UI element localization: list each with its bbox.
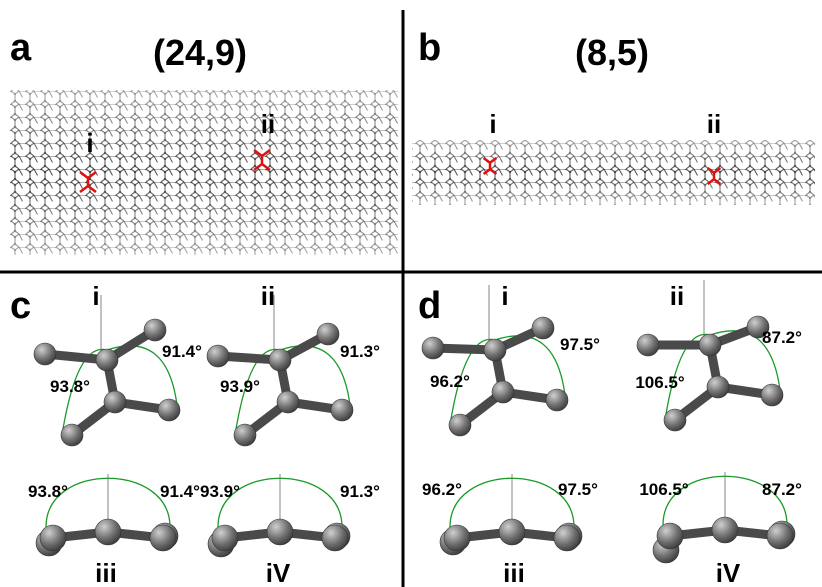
atom [664,409,686,431]
atom [707,376,729,398]
view-label: ii [261,281,275,311]
angle-label: 93.9° [220,377,260,396]
atom [767,523,793,549]
atom [234,424,256,446]
view-label: iii [503,558,525,587]
panel-label: b [418,27,441,69]
angle-label: 97.5° [560,335,600,354]
atom [331,399,353,421]
site-label: i [86,128,93,158]
angle-label: 96.2° [430,372,470,391]
atom [712,517,738,543]
atom [532,317,554,339]
site-label: ii [707,109,721,139]
tube-b [412,140,815,205]
angle-label: 93.8° [28,482,68,501]
angle-label: 91.4° [160,482,200,501]
atom [449,414,471,436]
angle-label: 106.5° [635,373,685,392]
atom [317,323,339,345]
view-label: i [501,281,508,311]
angle-label: 91.4° [162,342,202,361]
site-label: ii [261,109,275,139]
atom [277,391,299,413]
atom [554,525,580,551]
atom [267,519,293,545]
atom [444,525,470,551]
angle-label: 93.8° [50,377,90,396]
atom [158,399,180,421]
angle-label: 91.3° [340,342,380,361]
angle-label: 87.2° [762,328,802,347]
panel-label: a [10,27,32,69]
view-label: i [92,281,99,311]
angle-label: 87.2° [762,480,802,499]
view-label: iV [266,558,291,587]
view-label: ii [670,281,684,311]
angle-label: 97.5° [558,480,598,499]
atom [422,337,444,359]
atom [637,334,659,356]
atom [212,525,238,551]
atom [34,343,56,365]
atom [484,339,506,361]
angle-label: 106.5° [639,480,689,499]
angle-label: 96.2° [422,480,462,499]
tube-a [10,90,398,255]
atom [269,349,291,371]
site-label: i [489,109,496,139]
view-label: iV [716,558,741,587]
panel-title: (24,9) [153,32,247,73]
atom [657,523,683,549]
atom [499,519,525,545]
atom [492,381,514,403]
atom [150,525,176,551]
view-label: iii [95,558,117,587]
panel-label: c [10,285,31,327]
atom [207,345,229,367]
panel-title: (8,5) [575,32,649,73]
atom [61,424,83,446]
atom [40,525,66,551]
panel-label: d [418,285,441,327]
atom [144,319,166,341]
atom [104,391,126,413]
molecules [34,280,795,563]
angle-label: 91.3° [340,482,380,501]
atom [322,525,348,551]
atom [761,384,783,406]
angle-label: 93.9° [200,482,240,501]
atom [546,389,568,411]
atom [96,349,118,371]
atom [95,519,121,545]
figure: a (24,9) i ii b (8,5) i ii c d i 93.8° 91.… [0,0,822,587]
atom [699,334,721,356]
